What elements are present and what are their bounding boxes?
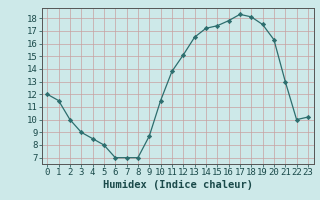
X-axis label: Humidex (Indice chaleur): Humidex (Indice chaleur) xyxy=(103,180,252,190)
